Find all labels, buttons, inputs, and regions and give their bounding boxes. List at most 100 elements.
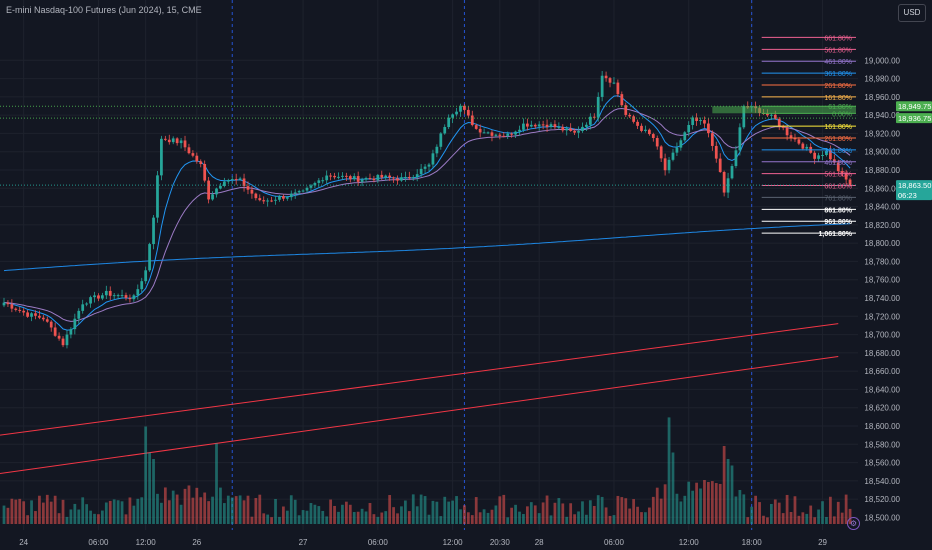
- volume-bar: [836, 501, 840, 524]
- gear-icon[interactable]: ⚙: [847, 517, 860, 530]
- price-tick-label: 18,640.00: [864, 385, 900, 394]
- candle-body: [282, 196, 285, 199]
- volume-bar: [289, 495, 293, 524]
- volume-bar: [301, 510, 305, 524]
- price-tick-label: 18,880.00: [864, 166, 900, 175]
- volume-bar: [77, 509, 81, 524]
- fib-label: 161.80%: [824, 124, 852, 131]
- volume-bar: [108, 500, 112, 524]
- volume-bar: [608, 515, 612, 524]
- candle-body: [2, 302, 6, 306]
- volume-bar: [179, 504, 183, 524]
- volume-bar: [309, 503, 313, 524]
- candle-body: [415, 174, 419, 178]
- price-tick-label: 18,800.00: [864, 239, 900, 248]
- volume-bar: [502, 494, 506, 524]
- volume-bar: [773, 499, 777, 524]
- fib-label: 261.80%: [824, 136, 852, 143]
- volume-bar: [226, 495, 230, 524]
- volume-bar: [848, 508, 852, 524]
- candle-body: [529, 124, 533, 127]
- volume-bar: [396, 513, 399, 524]
- volume-bar: [380, 512, 384, 524]
- volume-bar: [254, 498, 258, 524]
- volume-bar: [187, 485, 191, 524]
- volume-bar: [400, 506, 403, 524]
- volume-bar: [451, 500, 454, 524]
- candle-body: [557, 126, 561, 128]
- volume-bar: [124, 514, 128, 524]
- candle-body: [258, 198, 262, 201]
- time-axis[interactable]: 24 06:00 12:00 26 27 06:00 12:00 20:30 28 06:00 12…: [19, 538, 827, 547]
- candle-body: [344, 175, 348, 177]
- volume-bar: [687, 481, 691, 524]
- volume-bar: [655, 487, 659, 524]
- candle-body: [226, 180, 230, 182]
- candle-body: [404, 176, 407, 178]
- volume-bar: [750, 506, 754, 524]
- price-tick-label: 18,720.00: [864, 312, 900, 321]
- candle-body: [596, 96, 600, 118]
- candle-body: [451, 114, 454, 118]
- trend-line: [0, 356, 839, 475]
- candle-body: [588, 116, 592, 125]
- candle-body: [305, 187, 309, 191]
- candle-body: [392, 177, 395, 179]
- candle-body: [14, 308, 18, 310]
- volume-bar: [486, 512, 490, 524]
- price-tick-label: 18,680.00: [864, 349, 900, 358]
- volume-bar: [844, 494, 848, 524]
- volume-bar: [738, 489, 742, 524]
- volume-bar: [577, 511, 580, 524]
- candle-body: [699, 120, 702, 122]
- volume-bar: [317, 506, 321, 524]
- ema-slow-line: [3, 107, 851, 322]
- fibonacci-levels[interactable]: 661.80% 561.80% 461.80% 361.80% 261.80% 161.8…: [712, 35, 856, 238]
- time-tick-label: 29: [818, 538, 827, 547]
- fib-label: 361.80%: [824, 148, 852, 155]
- volume-bar: [821, 501, 824, 524]
- currency-button[interactable]: USD: [898, 4, 926, 22]
- volume-bar: [376, 516, 380, 524]
- volume-bar: [246, 495, 250, 524]
- candle-body: [376, 174, 380, 181]
- volume-bar: [762, 515, 765, 524]
- volume-bar: [541, 502, 545, 524]
- volume-bar: [297, 515, 301, 524]
- volume-bar: [156, 493, 159, 524]
- candle-body: [813, 152, 817, 159]
- candle-body: [77, 310, 81, 319]
- price-axis[interactable]: 19,000.0018,980.0018,960.0018,940.0018,9…: [858, 0, 932, 550]
- volume-bar: [455, 496, 458, 524]
- volume-bar: [620, 497, 624, 524]
- volume-bar: [325, 516, 329, 524]
- volume-bar: [840, 512, 844, 524]
- candle-body: [242, 178, 246, 187]
- volume-bar: [526, 506, 529, 524]
- volume-bar: [699, 488, 702, 524]
- candle-body: [655, 138, 659, 147]
- volume-bar: [148, 452, 151, 524]
- volume-bar: [10, 498, 14, 524]
- candle-body: [329, 175, 332, 177]
- candle-body: [675, 147, 679, 153]
- candle-body: [65, 334, 69, 346]
- volume-bar: [6, 507, 10, 524]
- volume-bar: [392, 507, 395, 524]
- candle-body: [616, 82, 620, 95]
- candle-body: [124, 295, 128, 298]
- candle-body: [45, 319, 49, 322]
- volume-bar: [321, 510, 325, 524]
- volume-bar: [746, 517, 750, 524]
- candle-body: [836, 162, 840, 172]
- volume-bar: [238, 495, 242, 524]
- candle-body: [266, 200, 270, 202]
- candle-body: [167, 139, 171, 143]
- volume-bar: [344, 501, 348, 524]
- candle-body: [459, 105, 462, 112]
- fib-label: 161.80%: [824, 95, 852, 102]
- volume-bar: [234, 496, 238, 524]
- volume-bar: [215, 443, 218, 524]
- candle-body: [6, 302, 10, 305]
